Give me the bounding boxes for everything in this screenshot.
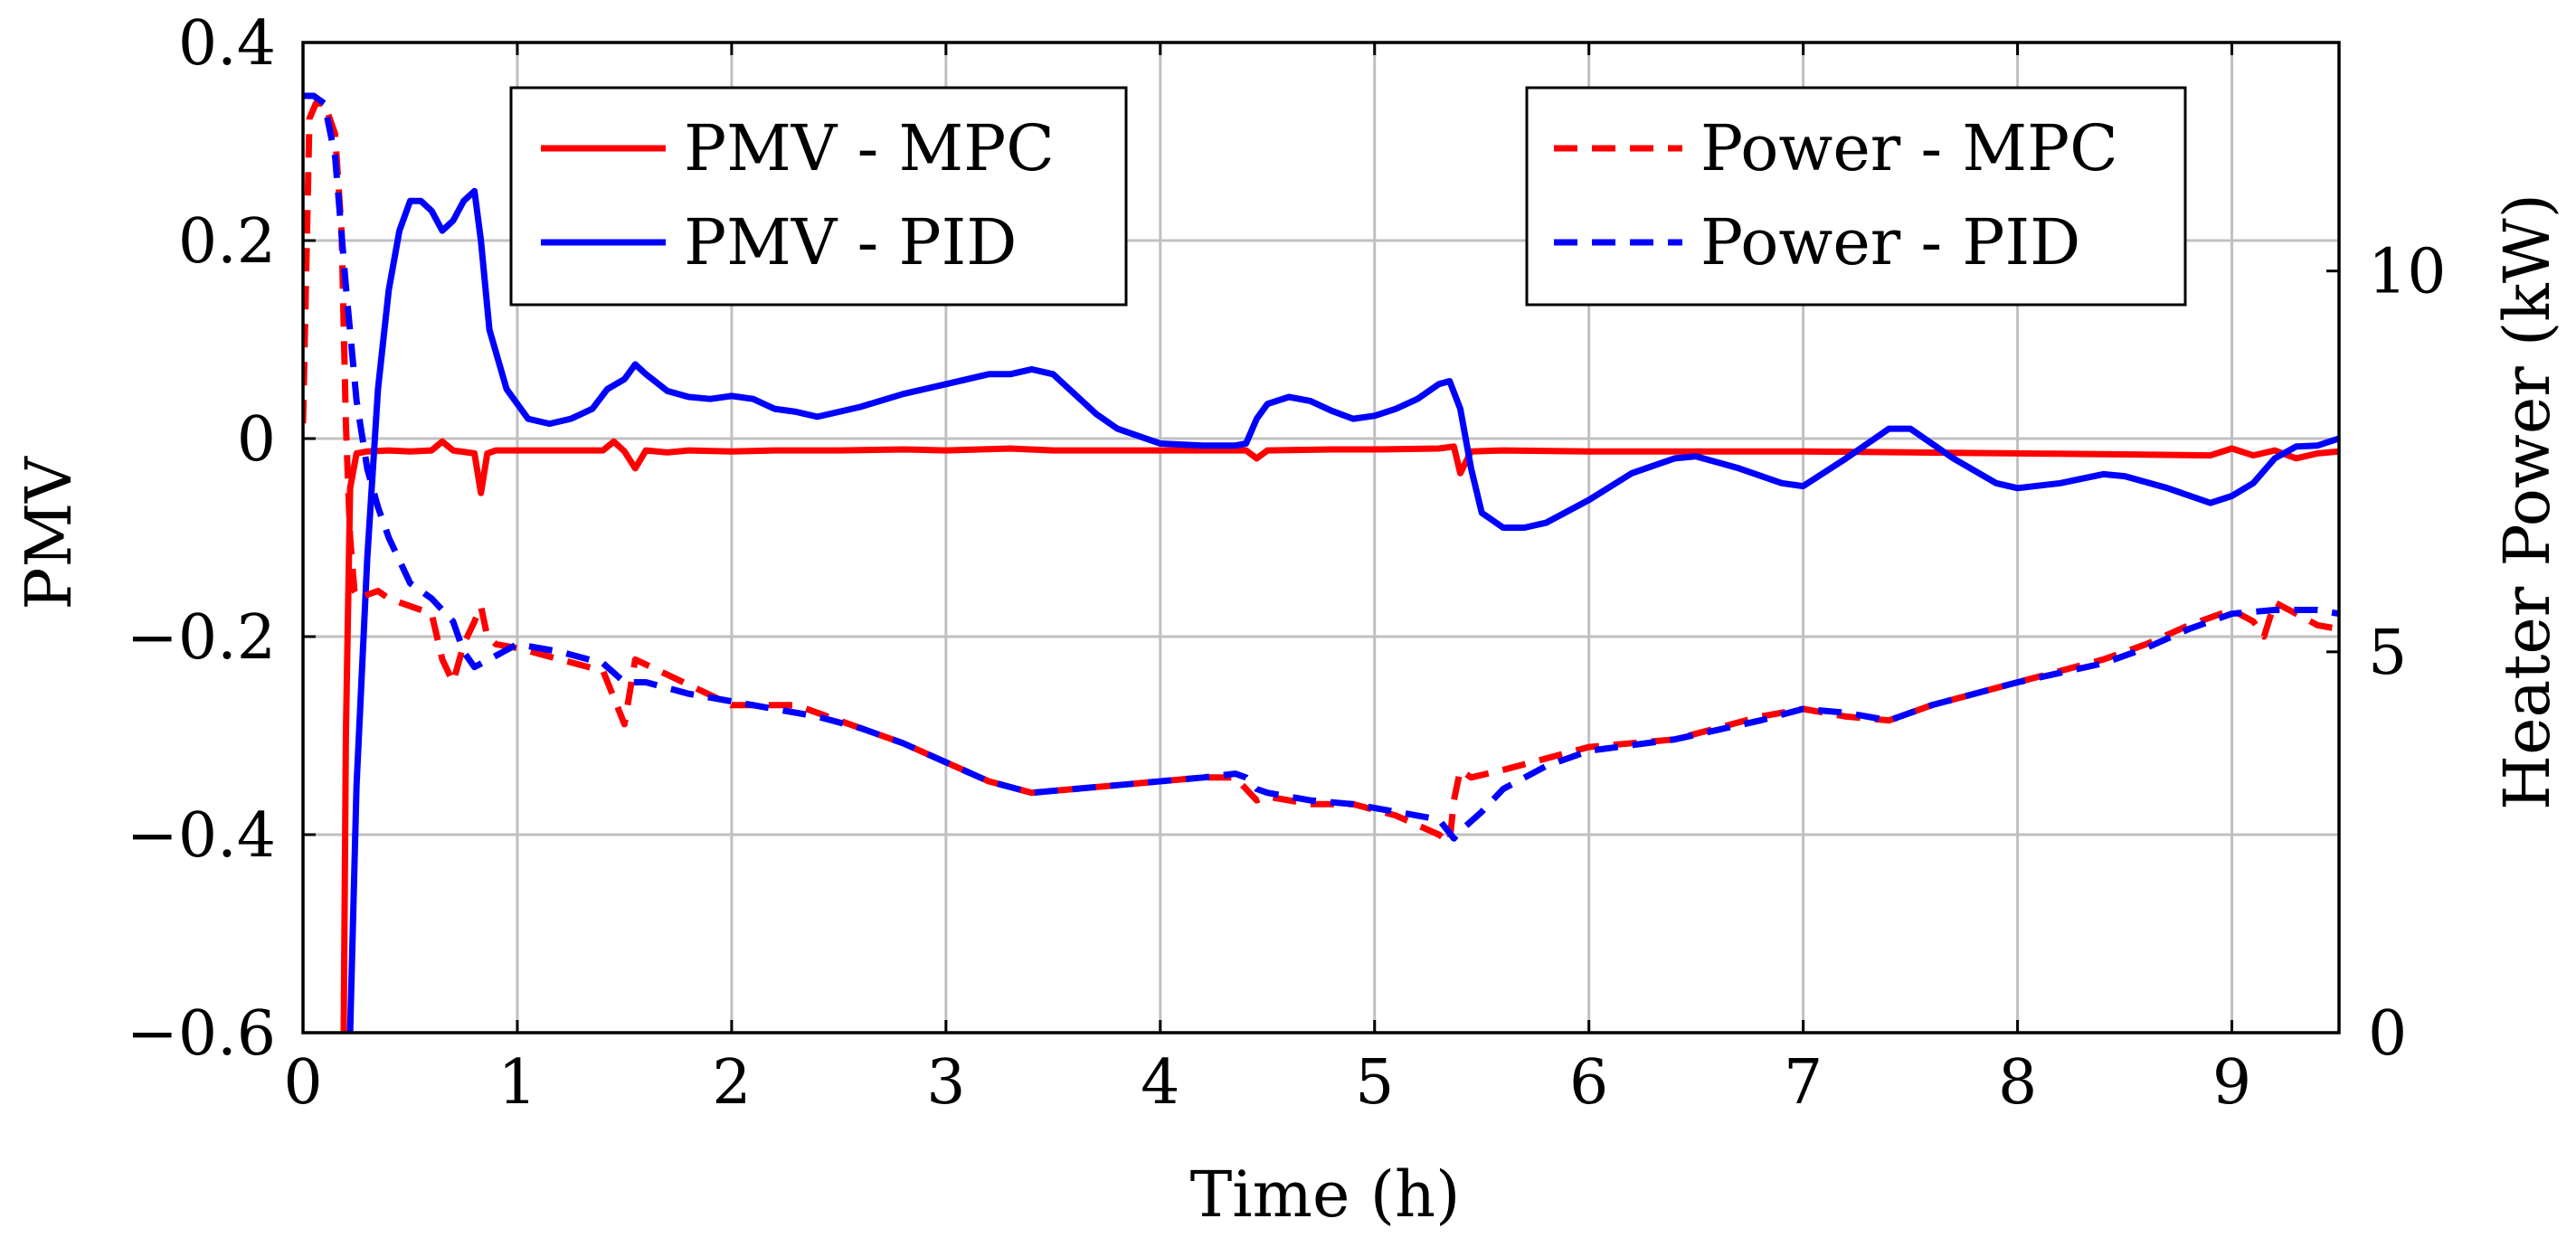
y-axis-title: PMV xyxy=(12,456,86,610)
y-tick-label: 0.4 xyxy=(178,8,276,80)
y-tick-label: −0.2 xyxy=(127,602,276,674)
legend-power-pid-label: Power - PID xyxy=(1700,205,2080,279)
x-tick-label: 9 xyxy=(2212,1047,2251,1119)
y2-tick-label: 5 xyxy=(2368,618,2407,689)
legend-power-box xyxy=(1525,86,2187,307)
legend-pmv-mpc-label: PMV - MPC xyxy=(684,111,1055,185)
series-line-pmv-pid xyxy=(346,187,2339,1033)
plot-frame xyxy=(301,41,2341,1034)
legend-power: Power - MPC Power - PID xyxy=(1525,86,2187,307)
series-layer xyxy=(303,92,2339,1033)
legend-pmv-box xyxy=(509,86,1128,307)
x-tick-label: 3 xyxy=(926,1047,965,1119)
legend-pmv: PMV - MPC PMV - PID xyxy=(509,86,1128,307)
series-line-power-pid xyxy=(303,92,2339,842)
y2-tick-label: 0 xyxy=(2368,998,2407,1070)
legend-power-mpc-label: Power - MPC xyxy=(1700,111,2118,185)
x-axis-title: Time (h) xyxy=(1190,1157,1461,1232)
y2-axis-title: Heater Power (kW) xyxy=(2490,194,2564,810)
x-tick-label: 0 xyxy=(283,1047,322,1119)
y-tick-label: −0.4 xyxy=(127,800,276,872)
series-line-power-mpc xyxy=(303,99,2339,846)
x-tick-label: 7 xyxy=(1784,1047,1823,1119)
legend-pmv-pid-label: PMV - PID xyxy=(684,205,1017,279)
x-tick-label: 6 xyxy=(1569,1047,1608,1119)
x-tick-label: 4 xyxy=(1141,1047,1179,1119)
y2-tick-label: 10 xyxy=(2368,237,2447,308)
y-tick-label: 0.2 xyxy=(178,206,276,278)
x-tick-label: 1 xyxy=(497,1047,536,1119)
y-tick-label: 0 xyxy=(237,404,276,476)
x-tick-label: 2 xyxy=(712,1047,751,1119)
series-line-pmv-mpc xyxy=(340,438,2339,1033)
x-tick-label: 8 xyxy=(1998,1047,2037,1119)
axes-layer: 0 1 2 3 4 5 6 7 8 9 −0.6 −0.4 −0.2 0 0.2 0.4 0 5 10 xyxy=(127,8,2447,1119)
x-tick-label: 5 xyxy=(1355,1047,1394,1119)
y-tick-label: −0.6 xyxy=(127,998,276,1070)
